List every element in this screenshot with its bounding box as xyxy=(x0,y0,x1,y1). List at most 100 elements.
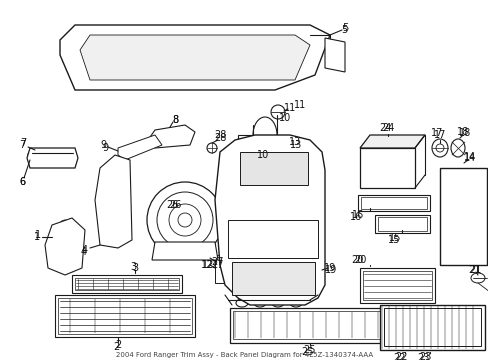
Ellipse shape xyxy=(453,244,473,260)
Text: 26: 26 xyxy=(165,200,178,210)
Polygon shape xyxy=(439,168,486,265)
Ellipse shape xyxy=(253,299,265,307)
Text: 1: 1 xyxy=(35,230,41,240)
Ellipse shape xyxy=(157,192,213,248)
Text: 2: 2 xyxy=(113,342,119,352)
Ellipse shape xyxy=(289,299,302,307)
Text: 12: 12 xyxy=(202,260,214,270)
Text: 21: 21 xyxy=(467,265,479,275)
Text: 27: 27 xyxy=(211,260,224,270)
Bar xyxy=(55,295,195,337)
Text: 6: 6 xyxy=(19,177,25,187)
Bar xyxy=(357,195,429,211)
Text: 9: 9 xyxy=(100,140,106,150)
Polygon shape xyxy=(148,125,195,148)
Text: 17: 17 xyxy=(430,128,442,138)
Bar xyxy=(238,135,283,180)
Text: 4: 4 xyxy=(81,247,87,257)
Bar xyxy=(360,197,426,209)
Ellipse shape xyxy=(38,159,66,167)
Text: 13: 13 xyxy=(288,137,301,147)
Bar xyxy=(229,308,389,343)
Text: 26: 26 xyxy=(168,200,181,210)
Text: 19: 19 xyxy=(323,263,335,273)
Polygon shape xyxy=(118,135,162,160)
Ellipse shape xyxy=(431,139,447,157)
Text: 11: 11 xyxy=(293,100,305,110)
Text: 5: 5 xyxy=(341,23,347,33)
Polygon shape xyxy=(80,35,309,80)
Text: 10: 10 xyxy=(256,150,268,160)
Text: 16: 16 xyxy=(351,210,364,220)
Ellipse shape xyxy=(206,143,217,153)
Ellipse shape xyxy=(160,131,180,143)
Ellipse shape xyxy=(28,151,36,159)
Text: 4: 4 xyxy=(82,245,88,255)
Text: 10: 10 xyxy=(278,113,290,123)
Text: 28: 28 xyxy=(213,133,226,143)
Bar xyxy=(232,311,386,339)
Polygon shape xyxy=(152,242,218,260)
Bar xyxy=(379,305,484,350)
Bar xyxy=(215,255,232,283)
Text: 2: 2 xyxy=(115,340,121,350)
Text: 20: 20 xyxy=(350,255,363,265)
Ellipse shape xyxy=(450,139,464,157)
Polygon shape xyxy=(27,148,78,168)
Text: 15: 15 xyxy=(387,235,399,245)
Text: 9: 9 xyxy=(102,143,108,153)
Text: 24: 24 xyxy=(378,123,390,133)
Ellipse shape xyxy=(470,273,484,283)
Text: 15: 15 xyxy=(388,233,400,243)
Bar xyxy=(383,308,480,346)
Polygon shape xyxy=(215,135,325,305)
Text: 21: 21 xyxy=(468,265,480,275)
Bar xyxy=(362,271,431,300)
Text: 19: 19 xyxy=(324,265,336,275)
Polygon shape xyxy=(45,218,85,275)
Text: 2004 Ford Ranger Trim Assy - Back Panel Diagram for 4L5Z-1340374-AAA: 2004 Ford Ranger Trim Assy - Back Panel … xyxy=(116,352,372,358)
Ellipse shape xyxy=(160,243,180,259)
Ellipse shape xyxy=(435,144,443,152)
Bar xyxy=(359,268,434,303)
Ellipse shape xyxy=(178,213,192,227)
Text: 28: 28 xyxy=(213,130,226,140)
Bar xyxy=(72,275,182,293)
Text: 13: 13 xyxy=(289,140,302,150)
Ellipse shape xyxy=(236,299,247,307)
Polygon shape xyxy=(359,148,414,188)
Text: 8: 8 xyxy=(172,115,178,125)
Text: 7: 7 xyxy=(20,138,26,148)
Ellipse shape xyxy=(169,204,201,236)
Text: 14: 14 xyxy=(463,153,475,163)
Bar xyxy=(58,298,192,334)
Polygon shape xyxy=(359,135,424,148)
Text: 24: 24 xyxy=(381,123,393,133)
Text: 18: 18 xyxy=(456,127,468,137)
Polygon shape xyxy=(240,152,307,185)
Polygon shape xyxy=(60,25,329,90)
Bar xyxy=(377,217,426,231)
Text: 22: 22 xyxy=(393,353,406,360)
Text: 17: 17 xyxy=(433,130,445,140)
Text: 14: 14 xyxy=(463,152,475,162)
Text: 5: 5 xyxy=(340,25,346,35)
Ellipse shape xyxy=(271,299,284,307)
Bar xyxy=(363,152,410,184)
Text: 23: 23 xyxy=(416,353,428,360)
Polygon shape xyxy=(325,38,345,72)
Text: 23: 23 xyxy=(418,352,430,360)
Text: 25: 25 xyxy=(303,345,316,355)
Text: 3: 3 xyxy=(130,262,136,272)
Text: 3: 3 xyxy=(132,263,138,273)
Ellipse shape xyxy=(186,245,203,257)
Text: 8: 8 xyxy=(172,115,178,125)
Text: 20: 20 xyxy=(353,255,366,265)
Text: 7: 7 xyxy=(19,140,25,150)
Ellipse shape xyxy=(147,182,223,258)
Text: 6: 6 xyxy=(19,177,25,187)
Text: 1: 1 xyxy=(34,232,40,242)
Text: 22: 22 xyxy=(395,352,407,360)
Bar xyxy=(374,215,429,233)
Polygon shape xyxy=(95,155,132,248)
